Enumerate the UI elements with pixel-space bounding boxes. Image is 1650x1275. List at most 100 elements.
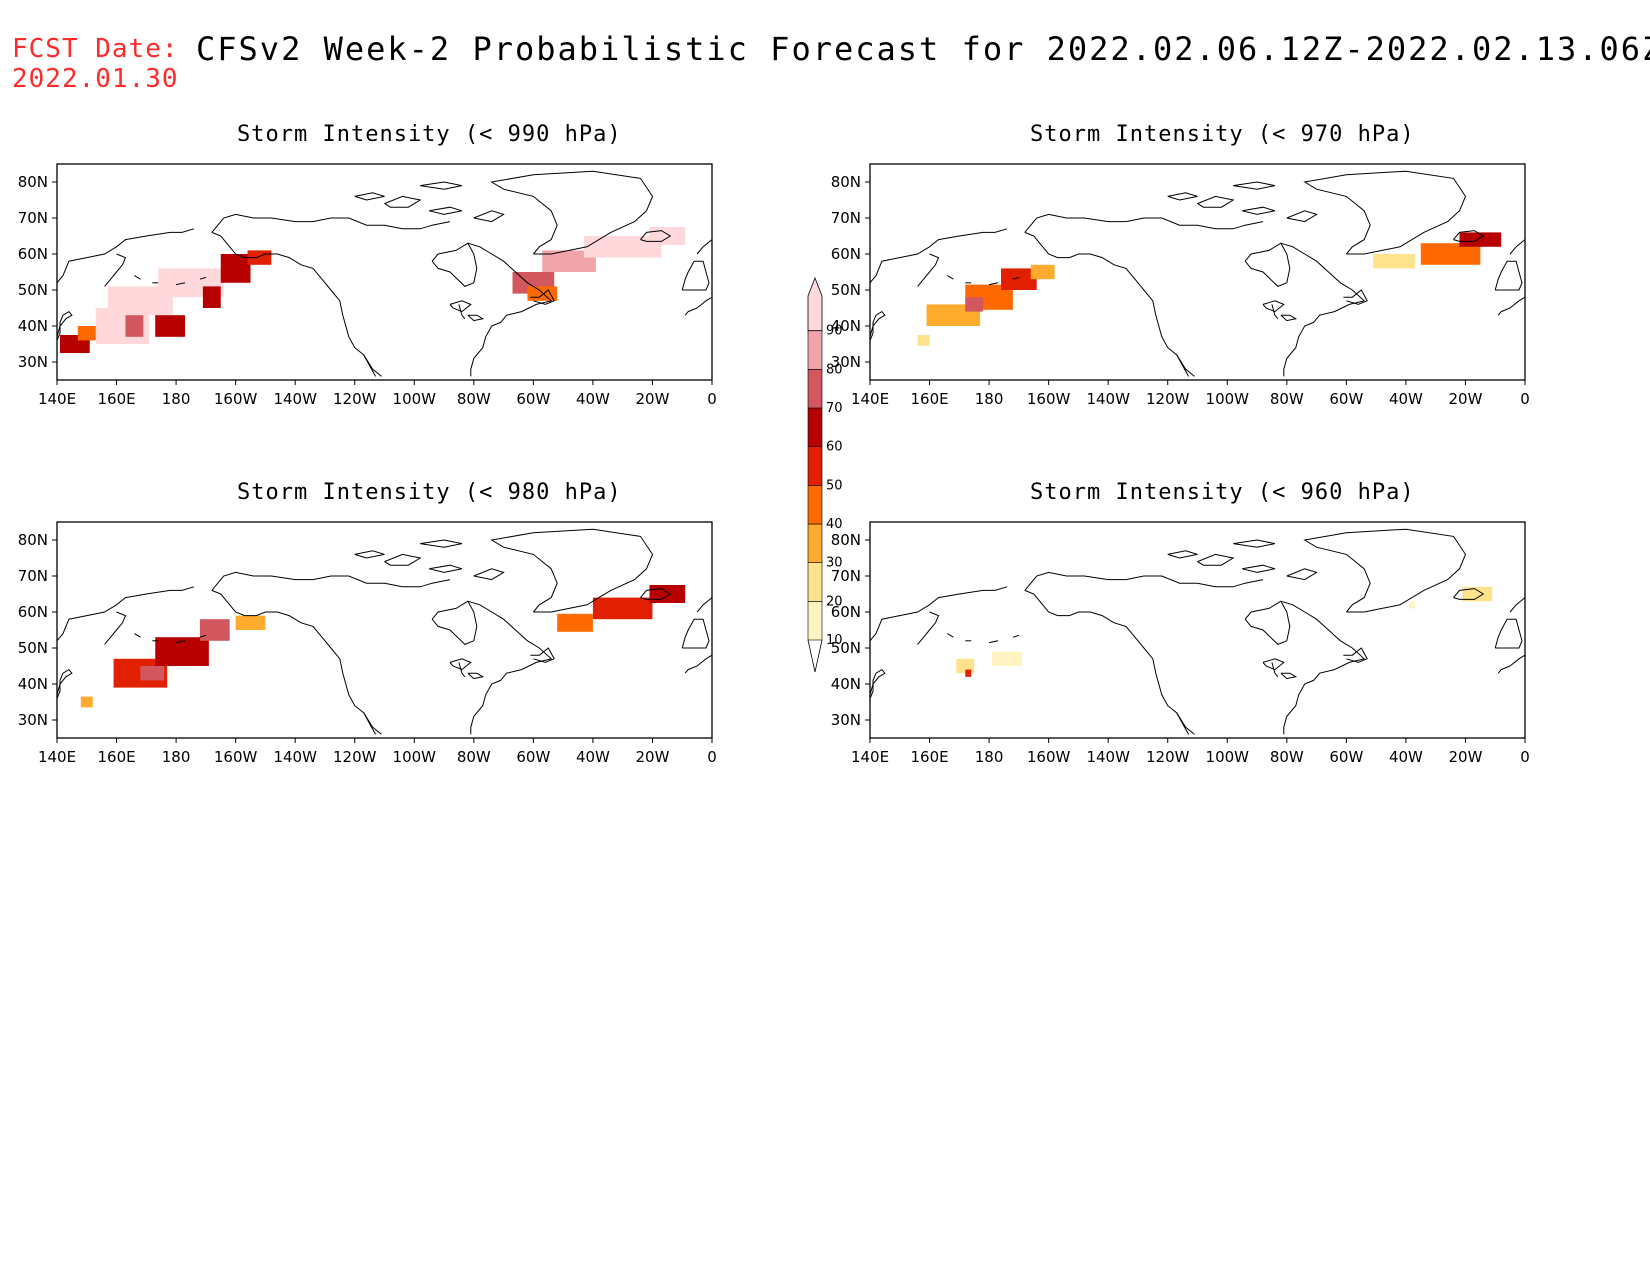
lon-tick-label: 160W bbox=[214, 748, 258, 766]
coastline bbox=[1497, 296, 1525, 316]
colorbar-label: 80 bbox=[826, 362, 843, 377]
coastline bbox=[384, 553, 422, 566]
coastline bbox=[1024, 589, 1190, 735]
lat-tick-label: 40N bbox=[831, 317, 861, 335]
probability-cell bbox=[1420, 243, 1481, 265]
coastline bbox=[429, 564, 463, 573]
map-frame bbox=[56, 521, 713, 739]
lon-tick-label: 80W bbox=[1270, 390, 1304, 408]
coastline bbox=[431, 600, 478, 645]
coastline bbox=[57, 310, 73, 341]
coastline bbox=[384, 195, 422, 208]
lon-tick-label: 140W bbox=[1086, 390, 1130, 408]
panel-title: Storm Intensity (< 990 hPa) bbox=[237, 122, 622, 147]
probability-cell bbox=[917, 335, 930, 346]
lon-tick-label: 180 bbox=[162, 390, 191, 408]
lat-tick-label: 50N bbox=[831, 639, 861, 657]
coastline bbox=[1286, 568, 1318, 581]
lon-tick-label: 120W bbox=[1146, 748, 1190, 766]
colorbar-segment bbox=[807, 523, 823, 563]
coastline bbox=[696, 239, 712, 255]
coastline bbox=[420, 181, 462, 190]
coastline bbox=[1343, 647, 1368, 663]
lon-tick-label: 160W bbox=[214, 390, 258, 408]
lon-tick-label: 80W bbox=[1270, 748, 1304, 766]
map-area bbox=[870, 170, 1525, 377]
map-area bbox=[57, 528, 712, 735]
map-area bbox=[870, 528, 1525, 735]
probability-cell bbox=[1462, 586, 1493, 602]
coastline bbox=[1262, 658, 1285, 671]
coastline bbox=[681, 618, 710, 649]
coastline bbox=[1024, 213, 1264, 233]
coastline bbox=[947, 275, 954, 280]
lat-tick-label: 30N bbox=[831, 711, 861, 729]
lat-tick-label: 80N bbox=[18, 173, 48, 191]
coastline bbox=[458, 662, 466, 678]
coastline bbox=[1244, 600, 1291, 645]
coastline bbox=[467, 600, 553, 735]
coastline bbox=[1024, 571, 1264, 591]
coastline bbox=[1242, 564, 1276, 573]
lon-tick-label: 160W bbox=[1027, 390, 1071, 408]
coastline bbox=[490, 170, 654, 255]
lat-tick-label: 30N bbox=[831, 353, 861, 371]
colorbar-label: 60 bbox=[826, 440, 843, 455]
coastline bbox=[640, 230, 672, 242]
lat-tick-label: 70N bbox=[831, 209, 861, 227]
coastline bbox=[420, 539, 462, 548]
panel-title: Storm Intensity (< 970 hPa) bbox=[1030, 122, 1415, 147]
probability-cell bbox=[155, 315, 186, 337]
probability-cell bbox=[1408, 601, 1415, 609]
coastline bbox=[449, 300, 472, 313]
lat-tick-label: 40N bbox=[18, 675, 48, 693]
coastline bbox=[1271, 304, 1279, 320]
coastline bbox=[363, 354, 382, 377]
probability-cell bbox=[649, 227, 686, 245]
probability-cell bbox=[202, 286, 221, 308]
coastline bbox=[1509, 597, 1525, 613]
map-frame bbox=[869, 163, 1526, 381]
coastline bbox=[1233, 539, 1275, 548]
probability-cell bbox=[1373, 254, 1415, 269]
lon-tick-label: 20W bbox=[1448, 748, 1482, 766]
coastline bbox=[870, 668, 886, 699]
coastline bbox=[1012, 634, 1020, 638]
coastline bbox=[1167, 550, 1198, 559]
lat-tick-label: 80N bbox=[831, 173, 861, 191]
lon-tick-label: 20W bbox=[1448, 390, 1482, 408]
probability-cell bbox=[235, 615, 266, 630]
coastline bbox=[1244, 242, 1291, 287]
lon-tick-label: 160E bbox=[97, 748, 135, 766]
coastline bbox=[104, 611, 127, 645]
lon-tick-label: 140E bbox=[851, 748, 889, 766]
coastline bbox=[1303, 170, 1467, 255]
lon-tick-label: 40W bbox=[576, 748, 610, 766]
probability-cell bbox=[592, 597, 653, 620]
colorbar-segment bbox=[807, 407, 823, 447]
lat-tick-label: 50N bbox=[18, 639, 48, 657]
lon-tick-label: 40W bbox=[576, 390, 610, 408]
colorbar-extension bbox=[807, 639, 823, 673]
panel-960: Storm Intensity (< 960 hPa) 140E 160E 180 1… bbox=[825, 480, 1605, 790]
coastline bbox=[467, 672, 485, 680]
lon-tick-label: 140W bbox=[1086, 748, 1130, 766]
probability-cell bbox=[80, 696, 93, 708]
colorbar-segment bbox=[807, 485, 823, 525]
lon-tick-label: 180 bbox=[975, 390, 1004, 408]
coastline bbox=[57, 586, 195, 642]
coastline bbox=[640, 588, 672, 600]
lon-tick-label: 60W bbox=[1329, 748, 1363, 766]
probability-cell bbox=[155, 637, 209, 666]
map-frame bbox=[869, 521, 1526, 739]
lat-tick-label: 60N bbox=[831, 245, 861, 263]
lat-tick-label: 30N bbox=[18, 353, 48, 371]
probability-cell bbox=[140, 666, 165, 681]
colorbar-label: 20 bbox=[826, 594, 843, 609]
lon-tick-label: 140W bbox=[273, 390, 317, 408]
lon-tick-label: 160E bbox=[97, 390, 135, 408]
coastline bbox=[1012, 276, 1020, 280]
coastline bbox=[211, 571, 451, 591]
lon-tick-label: 120W bbox=[1146, 390, 1190, 408]
map-990: 140E 160E 180 160W 140W 120W 100W 80W 60W 40W 20W 0… bbox=[18, 163, 717, 408]
